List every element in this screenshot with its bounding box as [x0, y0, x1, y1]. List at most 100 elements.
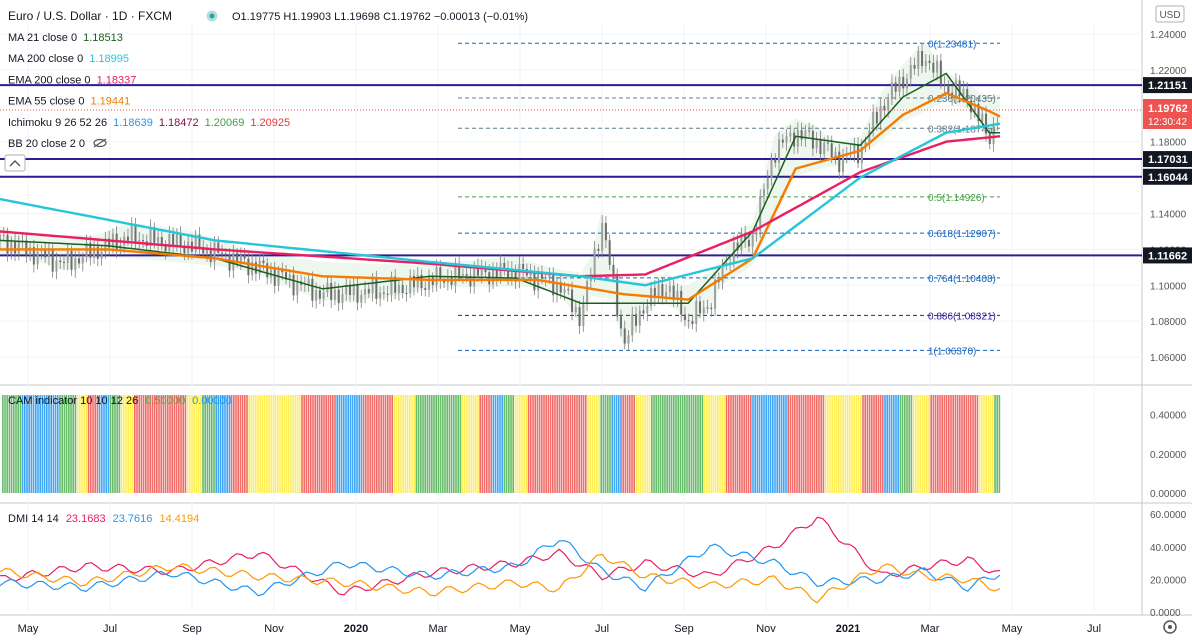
cam-bar — [657, 395, 660, 493]
cam-bar — [690, 395, 693, 493]
cam-bar — [230, 395, 233, 493]
cam-bar — [857, 395, 860, 493]
cam-bar — [151, 395, 154, 493]
cam-bar — [508, 395, 510, 493]
dmi-tick-label: 20.0000 — [1150, 575, 1187, 586]
cam-bar — [723, 395, 726, 493]
candle-body — [815, 138, 818, 149]
cam-bar — [131, 395, 134, 493]
cam-bar — [442, 395, 444, 493]
candle-body — [593, 248, 596, 276]
cam-bar — [136, 395, 138, 493]
cam-bar — [565, 395, 567, 493]
candle-body — [612, 264, 615, 275]
chevron-up-icon — [9, 160, 21, 167]
cam-bar — [257, 395, 259, 493]
time-tick-label: Sep — [674, 623, 694, 635]
candle-body — [454, 263, 457, 285]
cam-bar — [340, 395, 343, 493]
cam-bar — [846, 395, 849, 493]
cam-bar — [945, 395, 948, 493]
price-pane[interactable]: 0(1.23481)0.236(1.20435)0.382(1.18745)0.… — [0, 39, 1142, 357]
candle-body — [691, 320, 694, 325]
candle-body — [811, 130, 814, 149]
indicator-value: 1.18513 — [83, 32, 123, 44]
cam-bar — [890, 395, 893, 493]
eye-off-icon — [93, 138, 107, 148]
candle-body — [503, 262, 506, 268]
candle-body — [939, 60, 942, 84]
cam-bar — [409, 395, 411, 493]
cam-bar — [512, 395, 514, 493]
cam-pane[interactable] — [2, 395, 1001, 493]
dmi-line — [0, 516, 1001, 596]
cam-bar — [488, 395, 490, 493]
cam-bar — [219, 395, 222, 493]
candle-body — [0, 235, 1, 241]
cam-bar — [303, 395, 305, 493]
candle-body — [390, 276, 393, 295]
cam-bar — [222, 395, 224, 493]
cam-bar — [772, 395, 774, 493]
candle-body — [902, 76, 905, 89]
cam-bar — [237, 395, 239, 493]
candle-body — [529, 271, 532, 276]
price-tick-label: 1.24000 — [1150, 30, 1187, 41]
candle-body — [379, 292, 382, 299]
cam-legend[interactable]: CAM indicator 10 10 12 26 0.50000 0.0000… — [8, 395, 232, 407]
price-tick-label: 1.08000 — [1150, 317, 1187, 328]
candle-body — [394, 276, 397, 293]
cam-bar — [422, 395, 424, 493]
collapse-legend-button[interactable] — [4, 154, 26, 172]
cam-bar — [395, 395, 398, 493]
cam-bar — [820, 395, 822, 493]
indicator-value: 1.18639 — [113, 117, 153, 129]
cam-bar — [483, 395, 486, 493]
cam-bar — [626, 395, 629, 493]
series-line — [0, 122, 1001, 287]
candle-body — [349, 284, 351, 296]
cam-bar — [193, 395, 195, 493]
cam-bar — [76, 395, 79, 493]
candle-body — [307, 278, 310, 285]
cam-bar — [316, 395, 319, 493]
symbol-title[interactable]: Euro / U.S. Dollar · 1D · FXCM — [8, 9, 172, 23]
candle-body — [744, 232, 747, 241]
candle-body — [699, 301, 701, 314]
cam-bar — [349, 395, 352, 493]
cam-bar — [72, 395, 74, 493]
cam-bar — [624, 395, 627, 493]
cam-bar — [50, 395, 52, 493]
cam-bar — [965, 395, 968, 493]
cam-bar — [915, 395, 917, 493]
cam-bar — [156, 395, 158, 493]
cam-bar — [466, 395, 468, 493]
cam-bar — [800, 395, 803, 493]
cam-bar — [743, 395, 745, 493]
time-axis[interactable]: May Jul Sep Nov 2020 Mar May Jul Sep Nov 2021 Mar Ma… — [18, 623, 1101, 635]
cam-bar — [974, 395, 976, 493]
candle-body — [875, 111, 878, 124]
cam-bar — [481, 395, 484, 493]
cam-bar — [369, 395, 371, 493]
cam-bar — [622, 395, 624, 493]
cam-bar — [109, 395, 112, 493]
cam-bar — [882, 395, 884, 493]
candle-body — [695, 301, 698, 325]
candle-body — [164, 245, 167, 252]
candle-body — [318, 290, 321, 299]
candle-body — [981, 113, 984, 122]
dmi-legend[interactable]: DMI 14 14 23.1683 23.7616 14.4194 — [8, 513, 199, 525]
svg-text:CAM indicator 10 10 12 26: CAM indicator 10 10 12 26 0.50000 0.0000… — [8, 395, 232, 407]
cam-bar — [963, 395, 965, 493]
cam-bar — [338, 395, 341, 493]
currency-label[interactable]: USD — [1155, 5, 1185, 23]
candle-body — [134, 223, 137, 243]
cam-bar — [120, 395, 123, 493]
settings-button[interactable] — [1163, 620, 1177, 634]
dmi-pane[interactable] — [0, 516, 1001, 604]
candle-body — [751, 234, 754, 247]
candle-body — [495, 268, 498, 279]
